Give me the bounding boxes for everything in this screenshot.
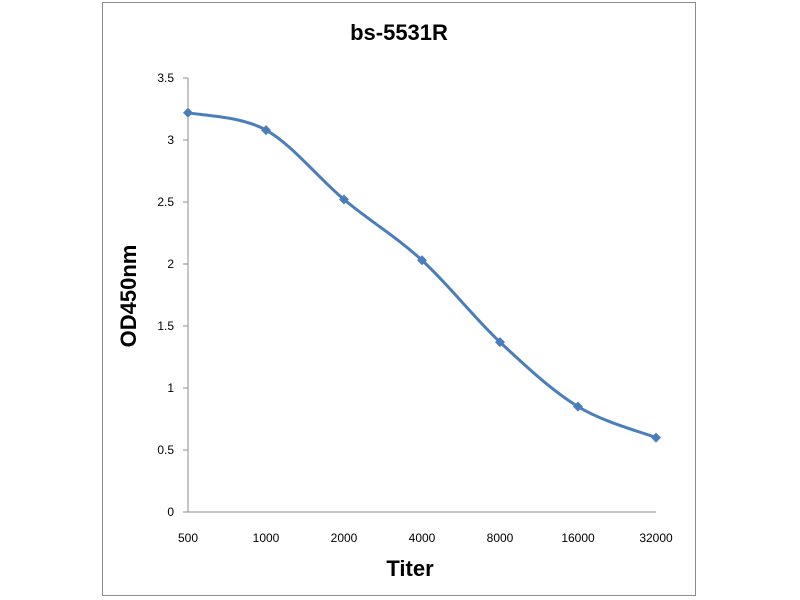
x-tick-label: 16000 — [561, 531, 595, 545]
x-tick-label: 500 — [178, 531, 198, 545]
data-point-marker — [183, 107, 193, 118]
chart-title: bs-5531R — [350, 20, 448, 45]
y-tick-label: 2.5 — [157, 195, 174, 209]
data-point-marker — [339, 194, 349, 205]
x-tick-label: 4000 — [409, 531, 436, 545]
data-point-marker — [261, 125, 271, 136]
y-tick-label: 2 — [167, 257, 174, 271]
data-point-marker — [417, 255, 427, 266]
x-tick-label: 32000 — [639, 531, 673, 545]
x-tick-label: 2000 — [331, 531, 358, 545]
axes — [187, 78, 656, 513]
x-tick-label: 1000 — [253, 531, 280, 545]
series-line — [187, 111, 657, 439]
y-axis-ticks: 0 0.5 1 1.5 2 2.5 3 3.5 — [157, 71, 188, 519]
data-point-marker — [651, 432, 661, 443]
x-tick-label: 8000 — [487, 531, 514, 545]
y-tick-label: 1.5 — [157, 319, 174, 333]
x-axis-ticks: 500 1000 2000 4000 8000 16000 32000 — [178, 531, 673, 545]
x-axis-title: Titer — [386, 556, 434, 581]
y-tick-label: 0 — [167, 505, 174, 519]
y-tick-label: 3 — [167, 133, 174, 147]
data-point-marker — [573, 401, 583, 412]
y-tick-label: 0.5 — [157, 443, 174, 457]
y-axis-title: OD450nm — [116, 245, 141, 348]
chart-frame — [102, 2, 696, 596]
data-point-marker — [495, 337, 505, 348]
series-markers — [183, 107, 661, 443]
y-tick-label: 3.5 — [157, 71, 174, 85]
y-tick-label: 1 — [167, 381, 174, 395]
